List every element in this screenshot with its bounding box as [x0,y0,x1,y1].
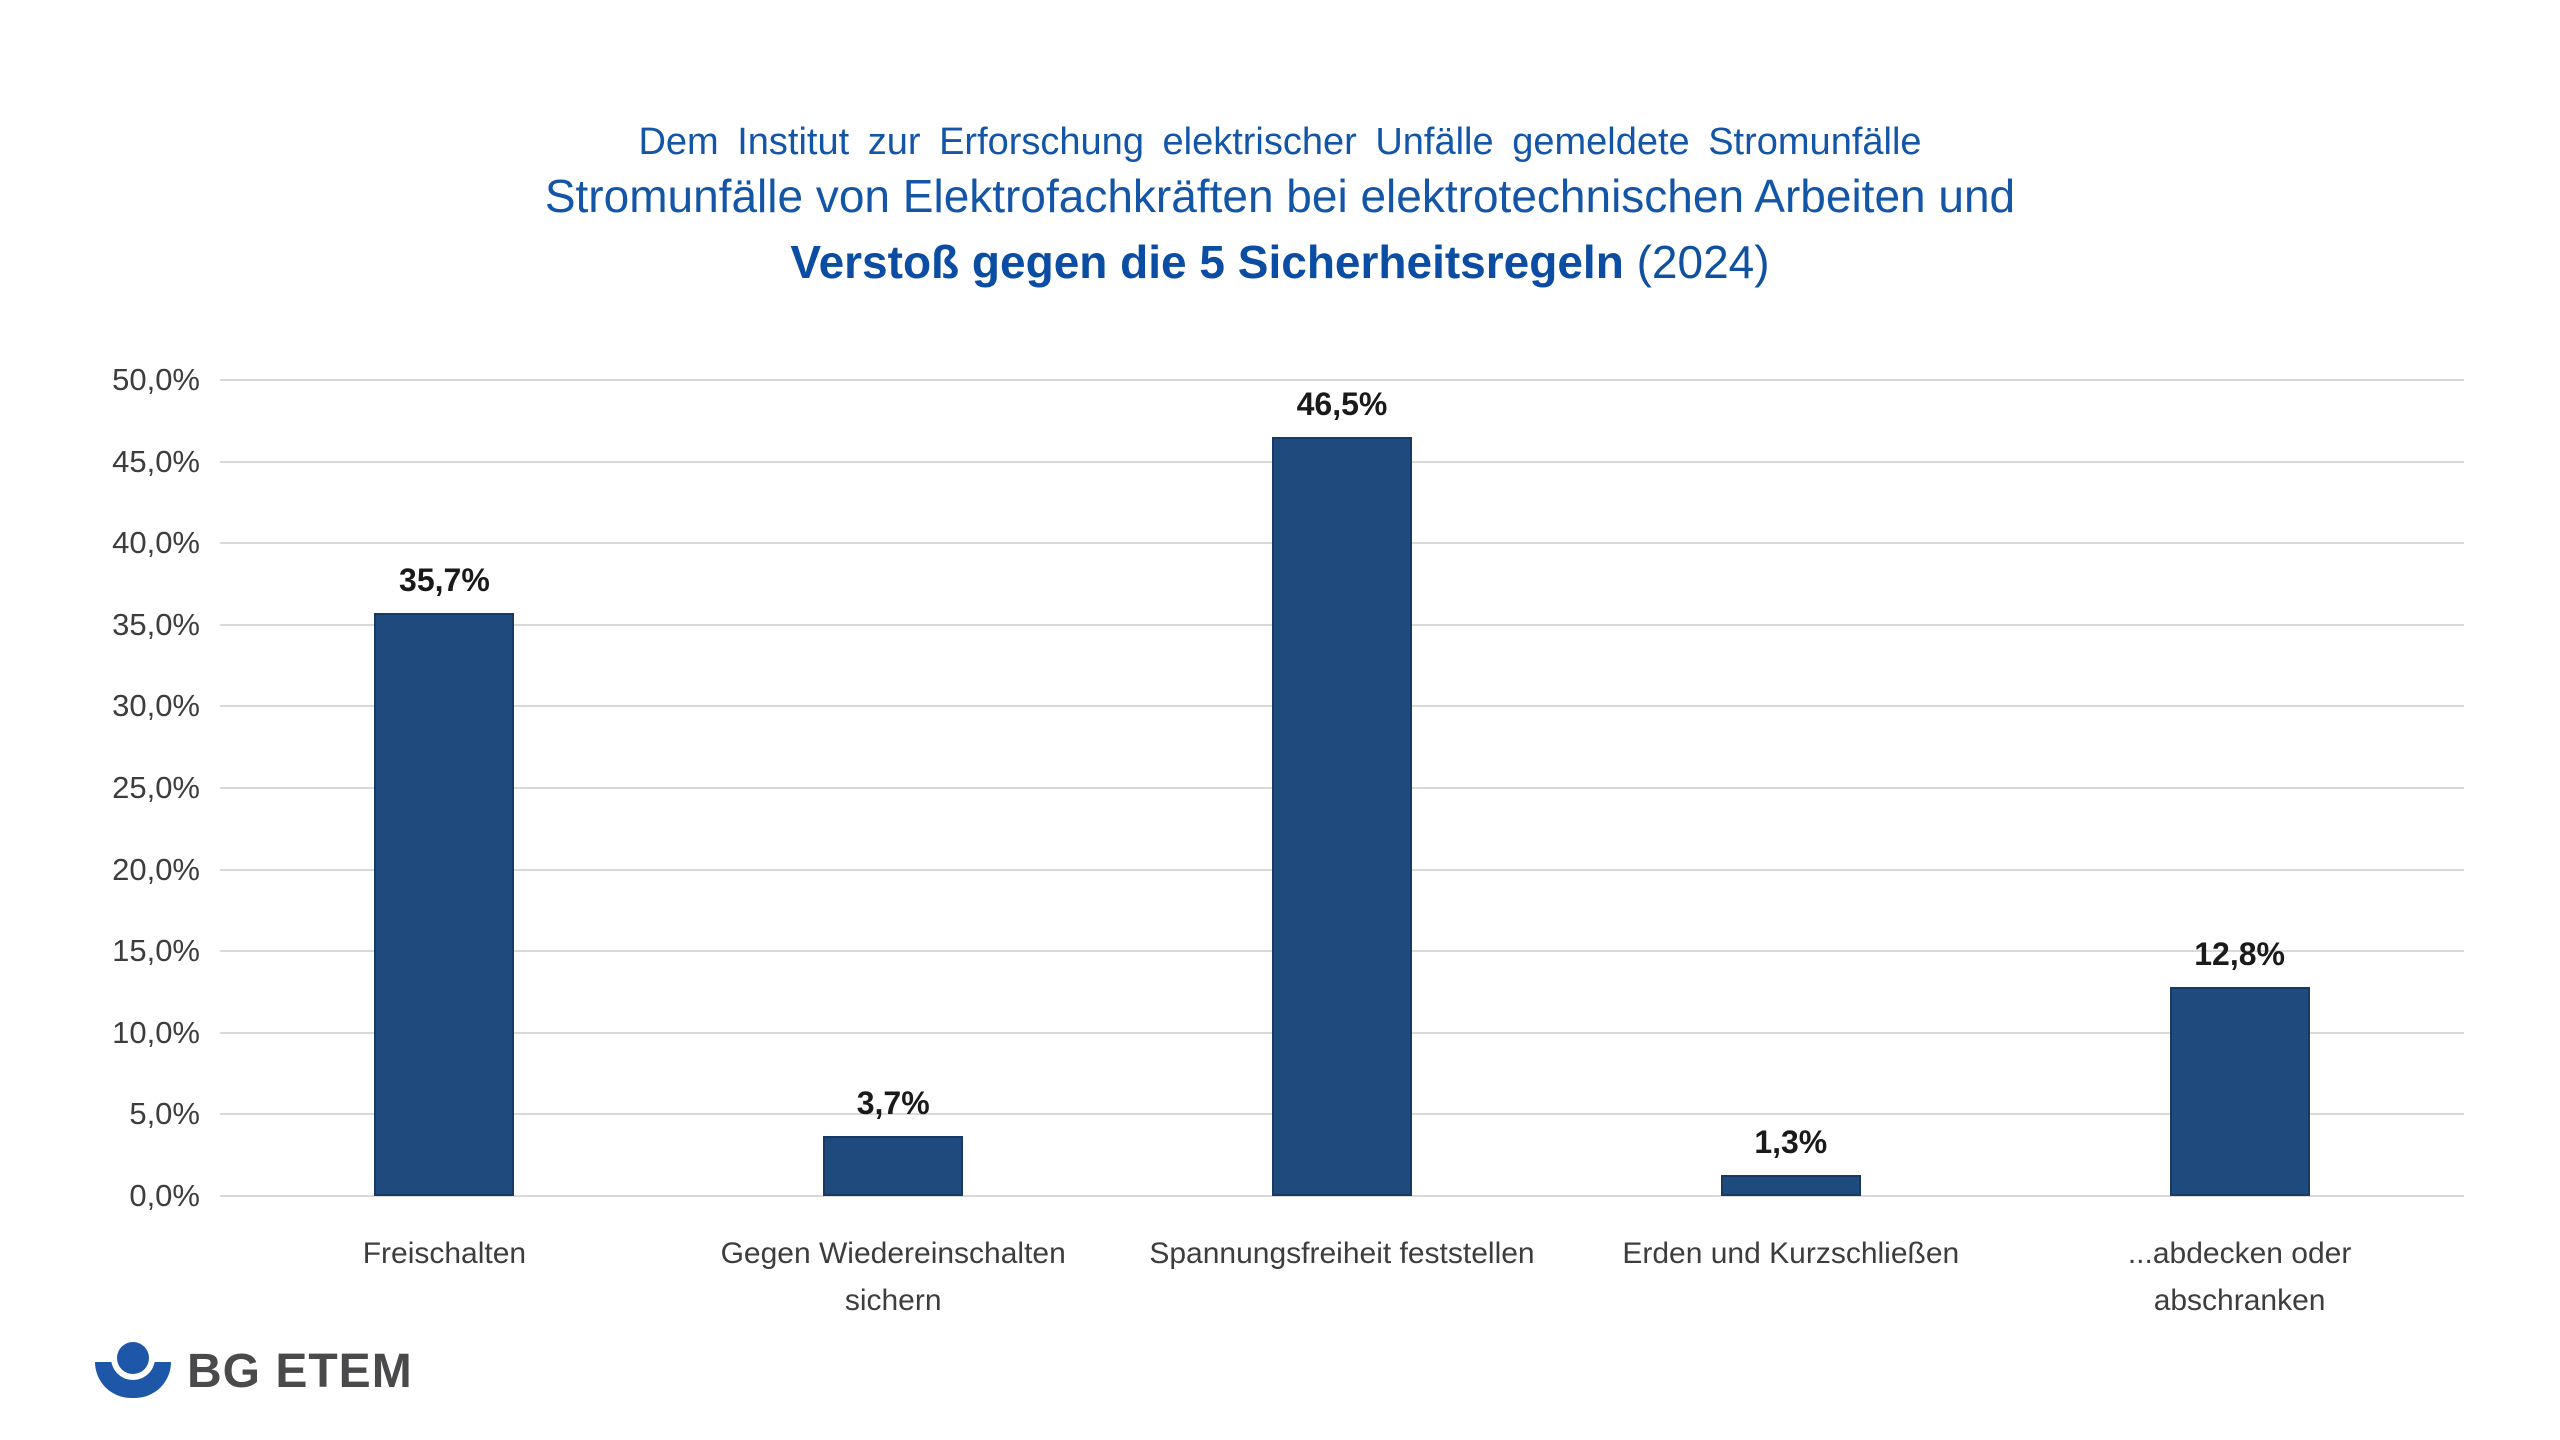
chart-subtitle: Dem Institut zur Erforschung elektrische… [638,121,1922,163]
x-axis-category-line: abschranken [2153,1284,2326,1317]
y-axis-tick-label: 35,0% [112,606,200,642]
bar-value-label: 35,7% [399,562,490,599]
bar-1 [374,613,515,1196]
bar-value-label: 1,3% [1754,1123,1828,1160]
bg-etem-logo-text: BG ETEM [187,1345,413,1398]
x-axis-category-line: sichern [844,1284,942,1317]
logo-head-shape [117,1342,149,1374]
x-axis-labels: Freischalten Gegen Wiedereinschalten siche… [220,1230,2464,1370]
y-axis-tick-label: 5,0% [129,1096,200,1132]
bar-5 [2169,987,2310,1196]
bar-value-label: 12,8% [2194,936,2285,973]
x-axis-category-line: Erden und Kurzschließen [1622,1237,1960,1270]
y-axis-tick-label: 50,0% [112,362,200,397]
bar-3 [1271,437,1412,1196]
bar-value-label: 46,5% [1296,386,1388,423]
chart-title-bold-segment: Verstoß gegen die 5 Sicherheitsregeln [790,236,1624,288]
y-axis-tick-label: 10,0% [112,1014,200,1050]
bar-slot: 12,8% [2015,380,2464,1196]
x-axis-category-line: Gegen Wiedereinschalten [720,1237,1066,1270]
x-axis-category-label: ...abdecken oder abschranken [2015,1230,2464,1324]
x-axis-category-line: Spannungsfreiheit feststellen [1149,1237,1535,1270]
y-axis-tick-label: 40,0% [112,525,200,561]
y-axis-tick-label: 20,0% [112,851,200,887]
x-axis-category-label: Spannungsfreiheit feststellen [1118,1230,1567,1277]
x-axis-category-label: Gegen Wiedereinschalten sichern [669,1230,1118,1324]
bar-slot: 3,7% [669,380,1118,1196]
chart-title-year: (2024) [1623,236,1770,288]
y-axis: 50,0% 45,0% 40,0% 35,0% 30,0% 25,0% 20,0% 15,0%… [0,362,200,1213]
y-axis-tick-label: 15,0% [112,933,200,969]
y-axis-tick-label: 0,0% [129,1178,200,1213]
x-axis-category-line: Freischalten [362,1237,527,1270]
gridline [220,379,2464,381]
bg-etem-logo: BG ETEM [95,1342,413,1398]
bar-slot: 35,7% [220,380,669,1196]
bar-2 [823,1135,964,1196]
plot-area: 35,7% 3,7% 46,5% 1,3% 12,8% [220,379,2464,1197]
y-axis-tick-label: 45,0% [112,443,200,479]
y-axis-tick-label: 25,0% [112,770,200,805]
bar-4 [1720,1174,1861,1196]
bar-slot: 1,3% [1566,380,2015,1196]
gridline [220,1195,2464,1197]
bar-slot: 46,5% [1118,380,1567,1196]
chart-title-line-2: Verstoß gegen die 5 Sicherheitsregeln (2… [0,236,2560,288]
chart-title-line-1: Stromunfälle von Elektrofachkräften bei … [544,170,2016,222]
x-axis-category-label: Freischalten [220,1230,669,1277]
x-axis-category-line: ...abdecken oder [2127,1237,2352,1270]
bar-value-label: 3,7% [856,1084,930,1121]
x-axis-category-label: Erden und Kurzschließen [1566,1230,2015,1277]
bg-etem-logo-icon [95,1342,171,1398]
y-axis-tick-label: 30,0% [112,688,200,724]
